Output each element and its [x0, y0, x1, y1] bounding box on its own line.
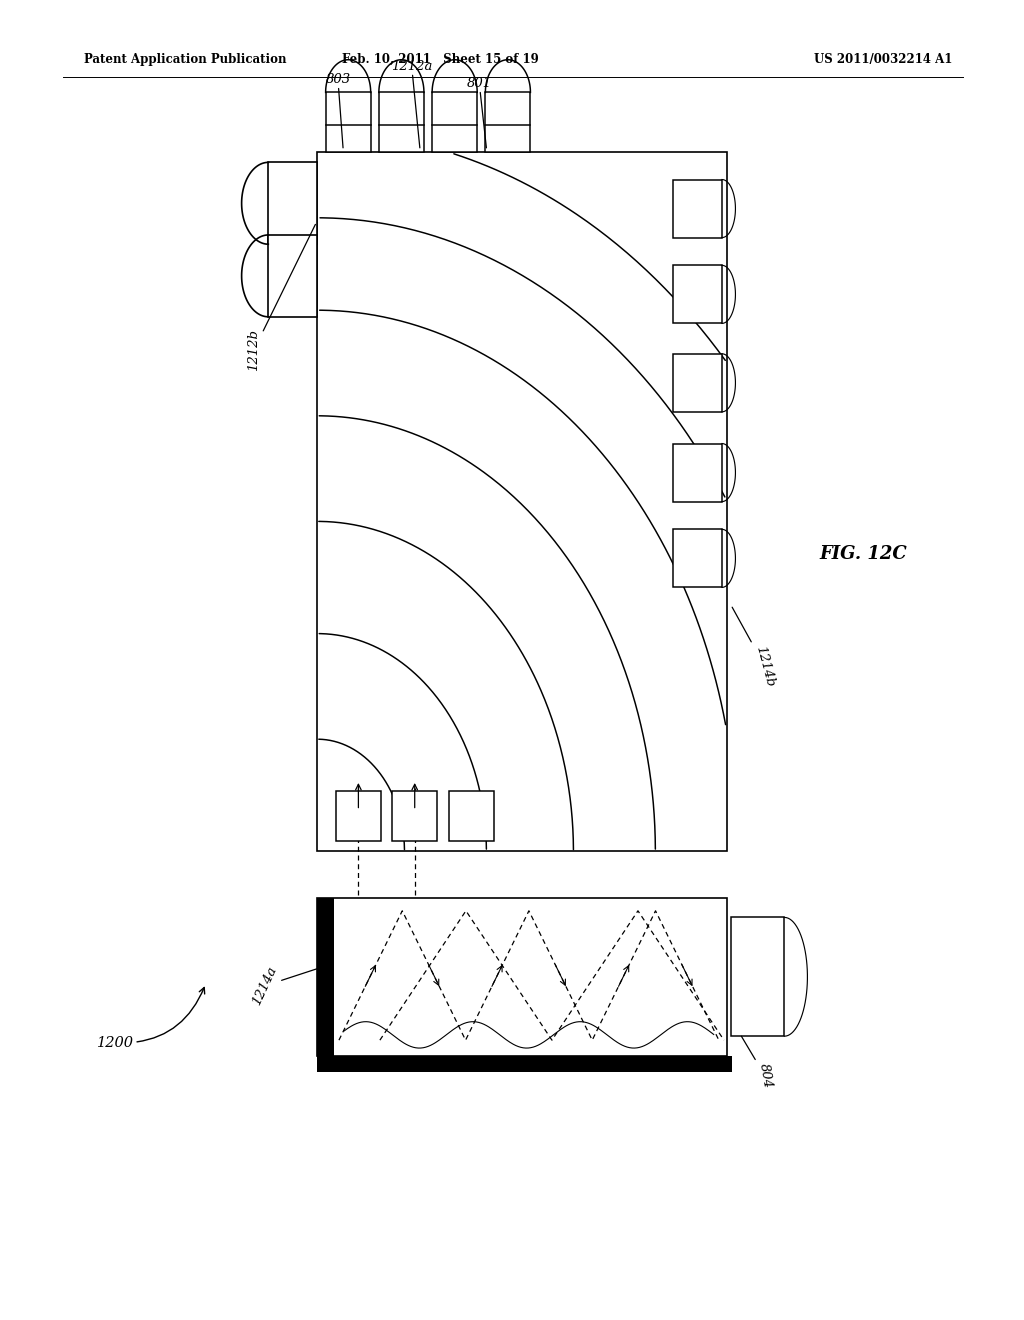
Text: 1212b: 1212b [248, 224, 315, 371]
Bar [673, 180, 722, 238]
Bar [379, 92, 424, 152]
Bar [317, 152, 727, 851]
Text: FIG. 12C: FIG. 12C [819, 545, 907, 564]
Text: 1214a: 1214a [250, 964, 333, 1007]
Text: Feb. 10, 2011   Sheet 15 of 19: Feb. 10, 2011 Sheet 15 of 19 [342, 53, 539, 66]
Bar [392, 791, 437, 841]
Bar [268, 235, 317, 317]
Text: 803: 803 [326, 73, 350, 148]
Text: Patent Application Publication: Patent Application Publication [84, 53, 287, 66]
Bar [317, 898, 727, 1056]
Bar [268, 162, 317, 244]
Bar [317, 1056, 732, 1072]
Text: 1214b: 1214b [732, 607, 776, 689]
Text: 801: 801 [467, 77, 492, 148]
Text: US 2011/0032214 A1: US 2011/0032214 A1 [814, 53, 952, 66]
Text: 1212a: 1212a [391, 59, 432, 148]
Bar [326, 92, 371, 152]
Bar [731, 917, 784, 1036]
Text: 1200: 1200 [97, 987, 205, 1049]
Bar [673, 444, 722, 502]
Bar [432, 92, 477, 152]
Bar [336, 791, 381, 841]
Bar [673, 529, 722, 587]
Bar [673, 354, 722, 412]
Text: 804: 804 [741, 1036, 773, 1089]
Bar [317, 898, 334, 1056]
Bar [673, 265, 722, 323]
Bar [485, 92, 530, 152]
Bar [449, 791, 494, 841]
